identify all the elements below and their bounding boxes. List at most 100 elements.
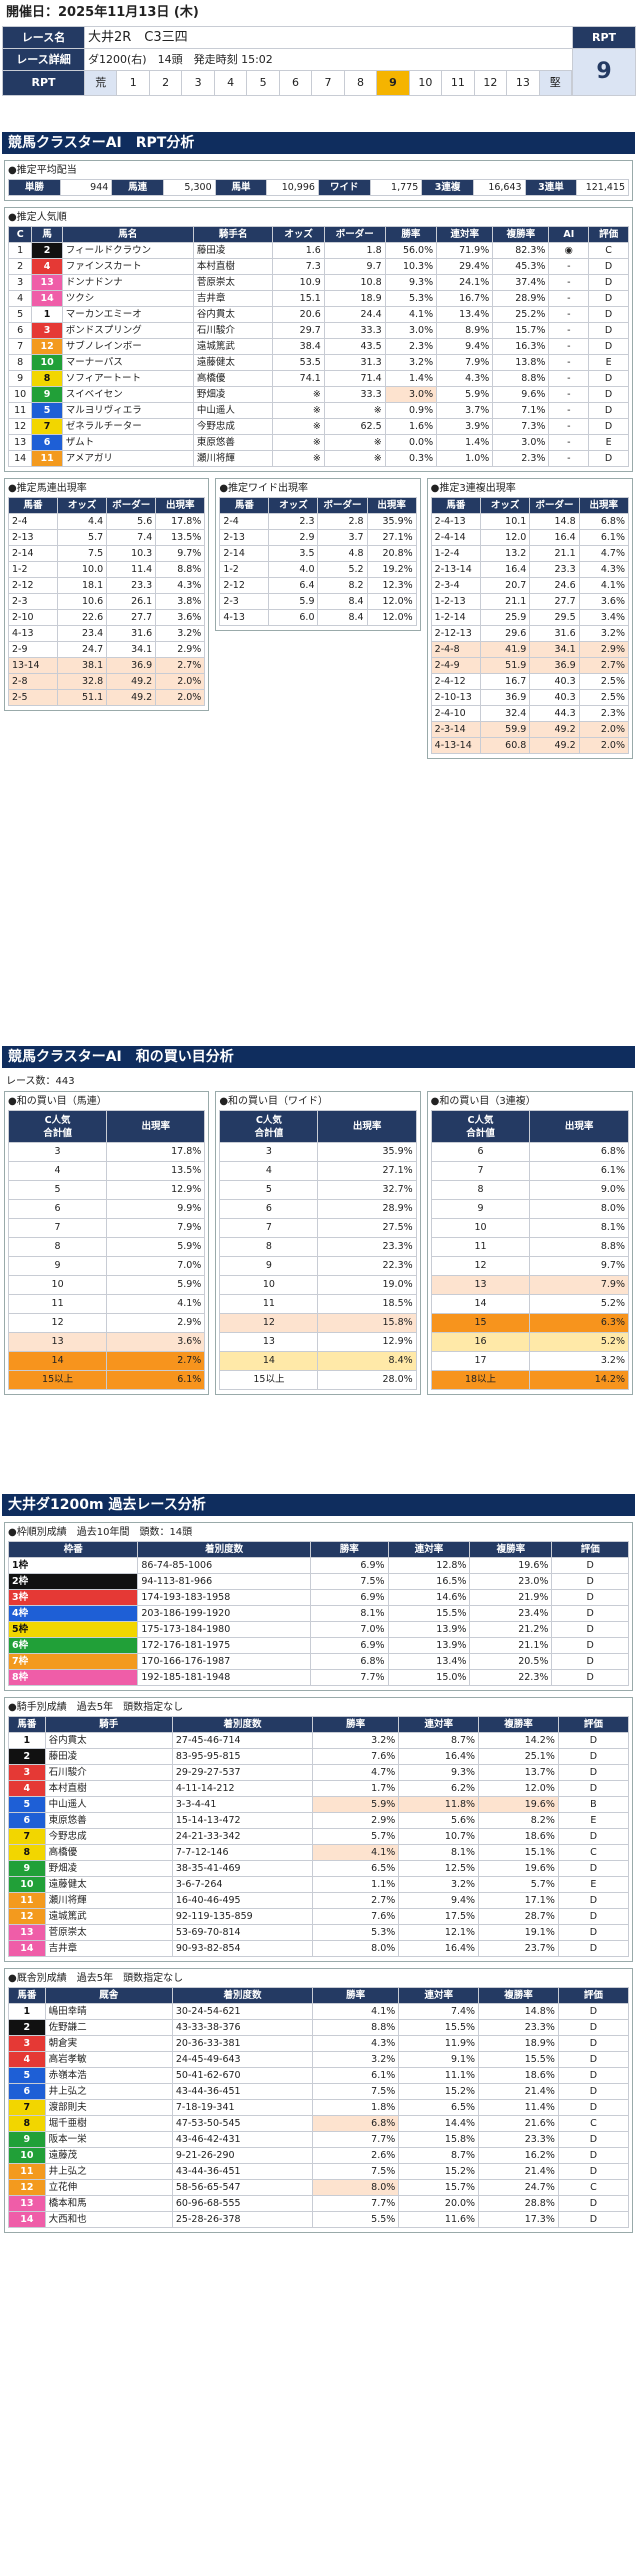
combo: 1-2-13 (430, 593, 481, 610)
win-rate: 8.0% (312, 1940, 400, 1957)
win-rate: 6.5% (312, 1860, 400, 1877)
quinella-rate: 11.8% (398, 1796, 480, 1813)
appearance-rate: 7.9% (106, 1218, 206, 1238)
table-row: 11 18.5% (219, 1294, 417, 1314)
border: 31.6 (529, 625, 580, 642)
column-header: 出現率 (366, 497, 417, 514)
name: 阪本一栄 (44, 2131, 173, 2148)
odds: 36.9 (479, 689, 531, 706)
table-row: 8 23.3% (219, 1237, 417, 1257)
table-row: 9 野畑凌 38-35-41-469 6.5% 12.5% 19.6% D (8, 1860, 630, 1877)
combo: 2-4-8 (430, 641, 481, 658)
rate: 6.1% (578, 529, 629, 546)
show-rate: 11.4% (478, 2099, 559, 2116)
appearance-rate: 2.7% (106, 1351, 206, 1371)
combo: 2-4 (219, 513, 270, 530)
horse-number: 11 (31, 450, 63, 467)
rate: 2.7% (155, 657, 206, 674)
appearance-rate: 7.0% (106, 1256, 206, 1276)
table-row: 1-2-4 13.2 21.1 4.7% (430, 545, 629, 562)
appearance-rate: 28.0% (317, 1370, 417, 1390)
odds: 4.4 (57, 513, 108, 530)
win-rate: 6.9% (309, 1589, 389, 1606)
popularity-rank: 8 (7, 354, 33, 371)
name: 今野忠成 (44, 1828, 173, 1845)
name: 佐野謙二 (44, 2019, 173, 2036)
rpt-scale-cell: 4 (214, 71, 248, 95)
ai-mark: - (548, 402, 590, 419)
border: 5.6 (106, 513, 157, 530)
border: ※ (323, 402, 386, 419)
record: 27-45-46-714 (171, 1732, 314, 1749)
odds: 22.6 (57, 609, 108, 626)
combo: 1-2 (7, 561, 59, 578)
combo: 4-13-14 (430, 737, 481, 754)
horse-name: サブノレインボー (61, 338, 194, 355)
rating: D (557, 2067, 630, 2084)
horse-name: マーカンエミーオ (61, 306, 194, 323)
table-row: 6 東原悠善 15-14-13-472 2.9% 5.6% 8.2% E (8, 1812, 630, 1829)
table-row: 10 9 スイベイセン 野畑凌 ※ 33.3 3.0% 5.9% 9.6% - D (7, 386, 629, 403)
avg-payout-title: ●推定平均配当 (8, 165, 77, 176)
popularity-rank: 14 (7, 450, 33, 467)
sum-value: 4 (7, 1161, 108, 1181)
show-rate: 21.1% (469, 1637, 553, 1654)
appearance-rate: 2.9% (106, 1313, 206, 1333)
payout-value: 10,996 (266, 179, 319, 196)
show-rate: 21.6% (478, 2115, 559, 2132)
table-row: 2-3-4 20.7 24.6 4.1% (430, 577, 629, 594)
rating: D (557, 1764, 630, 1781)
sum-value: 5 (7, 1180, 108, 1200)
name: 藤田凌 (44, 1748, 173, 1765)
name: 中山遥人 (44, 1796, 173, 1813)
show-rate: 8.2% (478, 1812, 559, 1829)
win-rate: 1.4% (384, 370, 438, 387)
sum-value: 15以上 (7, 1370, 108, 1390)
table-row: 7枠 170-166-176-1987 6.8% 13.4% 20.5% D (7, 1653, 629, 1670)
horse-number: 7 (8, 1828, 46, 1845)
rating: B (557, 1796, 630, 1813)
show-rate: 8.8% (492, 370, 550, 387)
win-rate: 3.0% (384, 386, 438, 403)
rate: 2.0% (155, 689, 206, 706)
quinella-rate: 7.9% (436, 354, 494, 371)
jockey-name: 野畑凌 (192, 386, 274, 403)
record: 3-3-4-41 (171, 1796, 314, 1813)
table-row: 18以上 14.2% (430, 1370, 629, 1390)
win-rate: 5.3% (312, 1924, 400, 1941)
win-rate: 4.1% (384, 306, 438, 323)
win-rate: 2.6% (312, 2147, 400, 2164)
combo: 2-3-14 (430, 721, 481, 738)
appearance-rate: 12.9% (317, 1332, 417, 1352)
combo: 2-4 (7, 513, 59, 530)
sum-value: 13 (430, 1275, 531, 1295)
column-header: オッズ (268, 497, 319, 514)
show-rate: 28.7% (478, 1908, 559, 1925)
table-row: 2 藤田凌 83-95-95-815 7.6% 16.4% 25.1% D (8, 1748, 630, 1765)
table-header-row: 馬番 厩舎 着別度数 勝率 連対率 複勝率 評価 (8, 1987, 630, 2004)
column-header: 連対率 (398, 1716, 480, 1733)
win-rate: 4.7% (312, 1764, 400, 1781)
win-rate: 9.3% (384, 274, 438, 291)
border: 29.5 (529, 609, 580, 626)
column-header: 複勝率 (478, 1987, 559, 2004)
table-row: 6 井上弘之 43-44-36-451 7.5% 15.2% 21.4% D (8, 2083, 630, 2100)
appearance-rate: 27.5% (317, 1218, 417, 1238)
table-row: 11 4.1% (7, 1294, 206, 1314)
border: 23.3 (529, 561, 580, 578)
rate: 2.5% (578, 689, 629, 706)
jockey-box: ●騎手別成績 過去5年 頭数指定なし 馬番 騎手 着別度数 勝率 連対率 複勝率 評価 1 谷内… (4, 1697, 633, 1962)
odds: 2.3 (268, 513, 319, 530)
win-rate: 8.0% (312, 2179, 400, 2196)
avg-payout-table: 単勝 944 馬連 5,300 馬単 10,996 ワイド 1,775 3連複 16,643 3連単… (8, 179, 629, 196)
odds: 20.6 (272, 306, 325, 323)
table-header-row: 馬番 騎手 着別度数 勝率 連対率 複勝率 評価 (8, 1716, 630, 1733)
odds: 38.4 (272, 338, 325, 355)
appearance-rate: 6.8% (529, 1142, 629, 1162)
quinella-rate: 15.7% (398, 2179, 480, 2196)
sum-value: 9 (430, 1199, 531, 1219)
popularity-rank: 11 (7, 402, 33, 419)
combo: 1-2-14 (430, 609, 481, 626)
quinella-rate: 16.4% (398, 1940, 480, 1957)
rpt-analysis-title: 競馬クラスターAI RPT分析 (2, 132, 635, 154)
